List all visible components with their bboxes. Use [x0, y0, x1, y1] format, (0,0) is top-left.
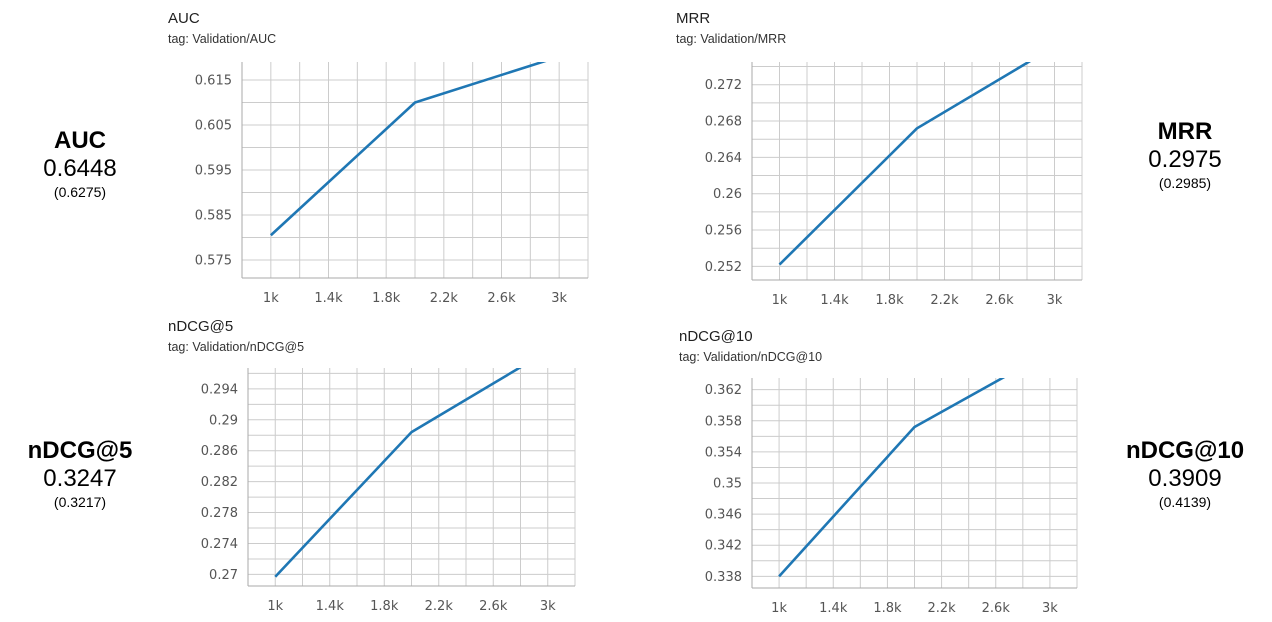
summary-mrr-name: MRR — [1157, 118, 1213, 145]
y-tick-label: 0.27 — [209, 568, 238, 583]
y-tick-label: 0.358 — [705, 414, 742, 429]
y-tick-label: 0.362 — [705, 383, 742, 398]
summary-ndcg5-name: nDCG@5 — [27, 437, 133, 464]
summary-ndcg10-name: nDCG@10 — [1125, 437, 1245, 464]
x-tick-label: 1.8k — [372, 291, 401, 306]
y-tick-label: 0.256 — [705, 224, 742, 239]
x-tick-label: 3k — [1042, 601, 1058, 616]
summary-auc-value: 0.6448 — [43, 155, 117, 182]
chart-tag-auc: tag: Validation/AUC — [168, 32, 277, 46]
chart-title-ndcg5: nDCG@5 — [168, 318, 234, 335]
y-tick-label: 0.35 — [713, 477, 742, 492]
y-tick-label: 0.595 — [195, 164, 232, 179]
y-tick-label: 0.585 — [195, 209, 232, 224]
x-tick-label: 2.2k — [425, 599, 454, 614]
summary-auc: AUC 0.6448 (0.6275) — [10, 127, 150, 201]
y-tick-label: 0.278 — [201, 506, 238, 521]
summary-ndcg5-value: 0.3247 — [43, 465, 117, 492]
summary-mrr-sub: (0.2985) — [1158, 175, 1212, 191]
summary-ndcg10-sub: (0.4139) — [1158, 494, 1212, 510]
summary-mrr-value: 0.2975 — [1148, 146, 1222, 173]
chart-title-ndcg10: nDCG@10 — [679, 328, 753, 345]
summary-auc-name: AUC — [54, 127, 106, 154]
x-tick-label: 1.8k — [370, 599, 399, 614]
y-tick-label: 0.268 — [705, 115, 742, 130]
chart-tag-ndcg5: tag: Validation/nDCG@5 — [168, 340, 305, 354]
y-tick-label: 0.575 — [195, 254, 232, 269]
y-tick-label: 0.342 — [705, 539, 742, 554]
y-tick-label: 0.294 — [201, 382, 238, 397]
x-tick-label: 2.2k — [430, 291, 459, 306]
series-line — [274, 368, 522, 578]
x-tick-label: 1k — [267, 599, 283, 614]
y-tick-label: 0.272 — [705, 78, 742, 93]
y-tick-label: 0.605 — [195, 119, 232, 134]
x-tick-label: 3k — [551, 291, 567, 306]
series-line — [778, 378, 1006, 578]
y-tick-label: 0.26 — [713, 187, 742, 202]
x-tick-label: 1k — [772, 293, 788, 308]
y-tick-label: 0.29 — [209, 413, 238, 428]
chart-title-auc: AUC — [168, 10, 200, 27]
summary-mrr: MRR 0.2975 (0.2985) — [1115, 118, 1255, 192]
y-tick-label: 0.338 — [705, 570, 742, 585]
x-tick-label: 2.6k — [487, 291, 516, 306]
x-tick-label: 1.4k — [819, 601, 848, 616]
x-tick-label: 1.4k — [314, 291, 343, 306]
x-tick-label: 2.2k — [930, 293, 959, 308]
x-tick-label: 2.6k — [982, 601, 1011, 616]
summary-auc-sub: (0.6275) — [53, 184, 107, 200]
x-tick-label: 1k — [771, 601, 787, 616]
x-tick-label: 3k — [540, 599, 556, 614]
x-tick-label: 2.6k — [985, 293, 1014, 308]
chart-tag-ndcg10: tag: Validation/nDCG@10 — [679, 350, 823, 364]
series-line — [778, 62, 1032, 266]
y-tick-label: 0.274 — [201, 537, 238, 552]
y-tick-label: 0.346 — [705, 508, 742, 523]
chart-title-mrr: MRR — [676, 10, 711, 27]
x-tick-label: 1.4k — [316, 599, 345, 614]
summary-ndcg5: nDCG@5 0.3247 (0.3217) — [10, 437, 150, 511]
y-tick-label: 0.354 — [705, 445, 742, 460]
summary-ndcg10-value: 0.3909 — [1148, 465, 1222, 492]
chart-tag-mrr: tag: Validation/MRR — [676, 32, 787, 46]
x-tick-label: 2.6k — [479, 599, 508, 614]
series-line — [269, 62, 547, 237]
x-tick-label: 1k — [263, 291, 279, 306]
y-tick-label: 0.252 — [705, 260, 742, 275]
x-tick-label: 1.8k — [873, 601, 902, 616]
x-tick-label: 3k — [1047, 293, 1063, 308]
y-tick-label: 0.286 — [201, 444, 238, 459]
summary-ndcg5-sub: (0.3217) — [53, 494, 107, 510]
y-tick-label: 0.282 — [201, 475, 238, 490]
y-tick-label: 0.615 — [195, 74, 232, 89]
x-tick-label: 2.2k — [927, 601, 956, 616]
summary-ndcg10: nDCG@10 0.3909 (0.4139) — [1115, 437, 1255, 511]
x-tick-label: 1.8k — [875, 293, 904, 308]
y-tick-label: 0.264 — [705, 151, 742, 166]
x-tick-label: 1.4k — [820, 293, 849, 308]
